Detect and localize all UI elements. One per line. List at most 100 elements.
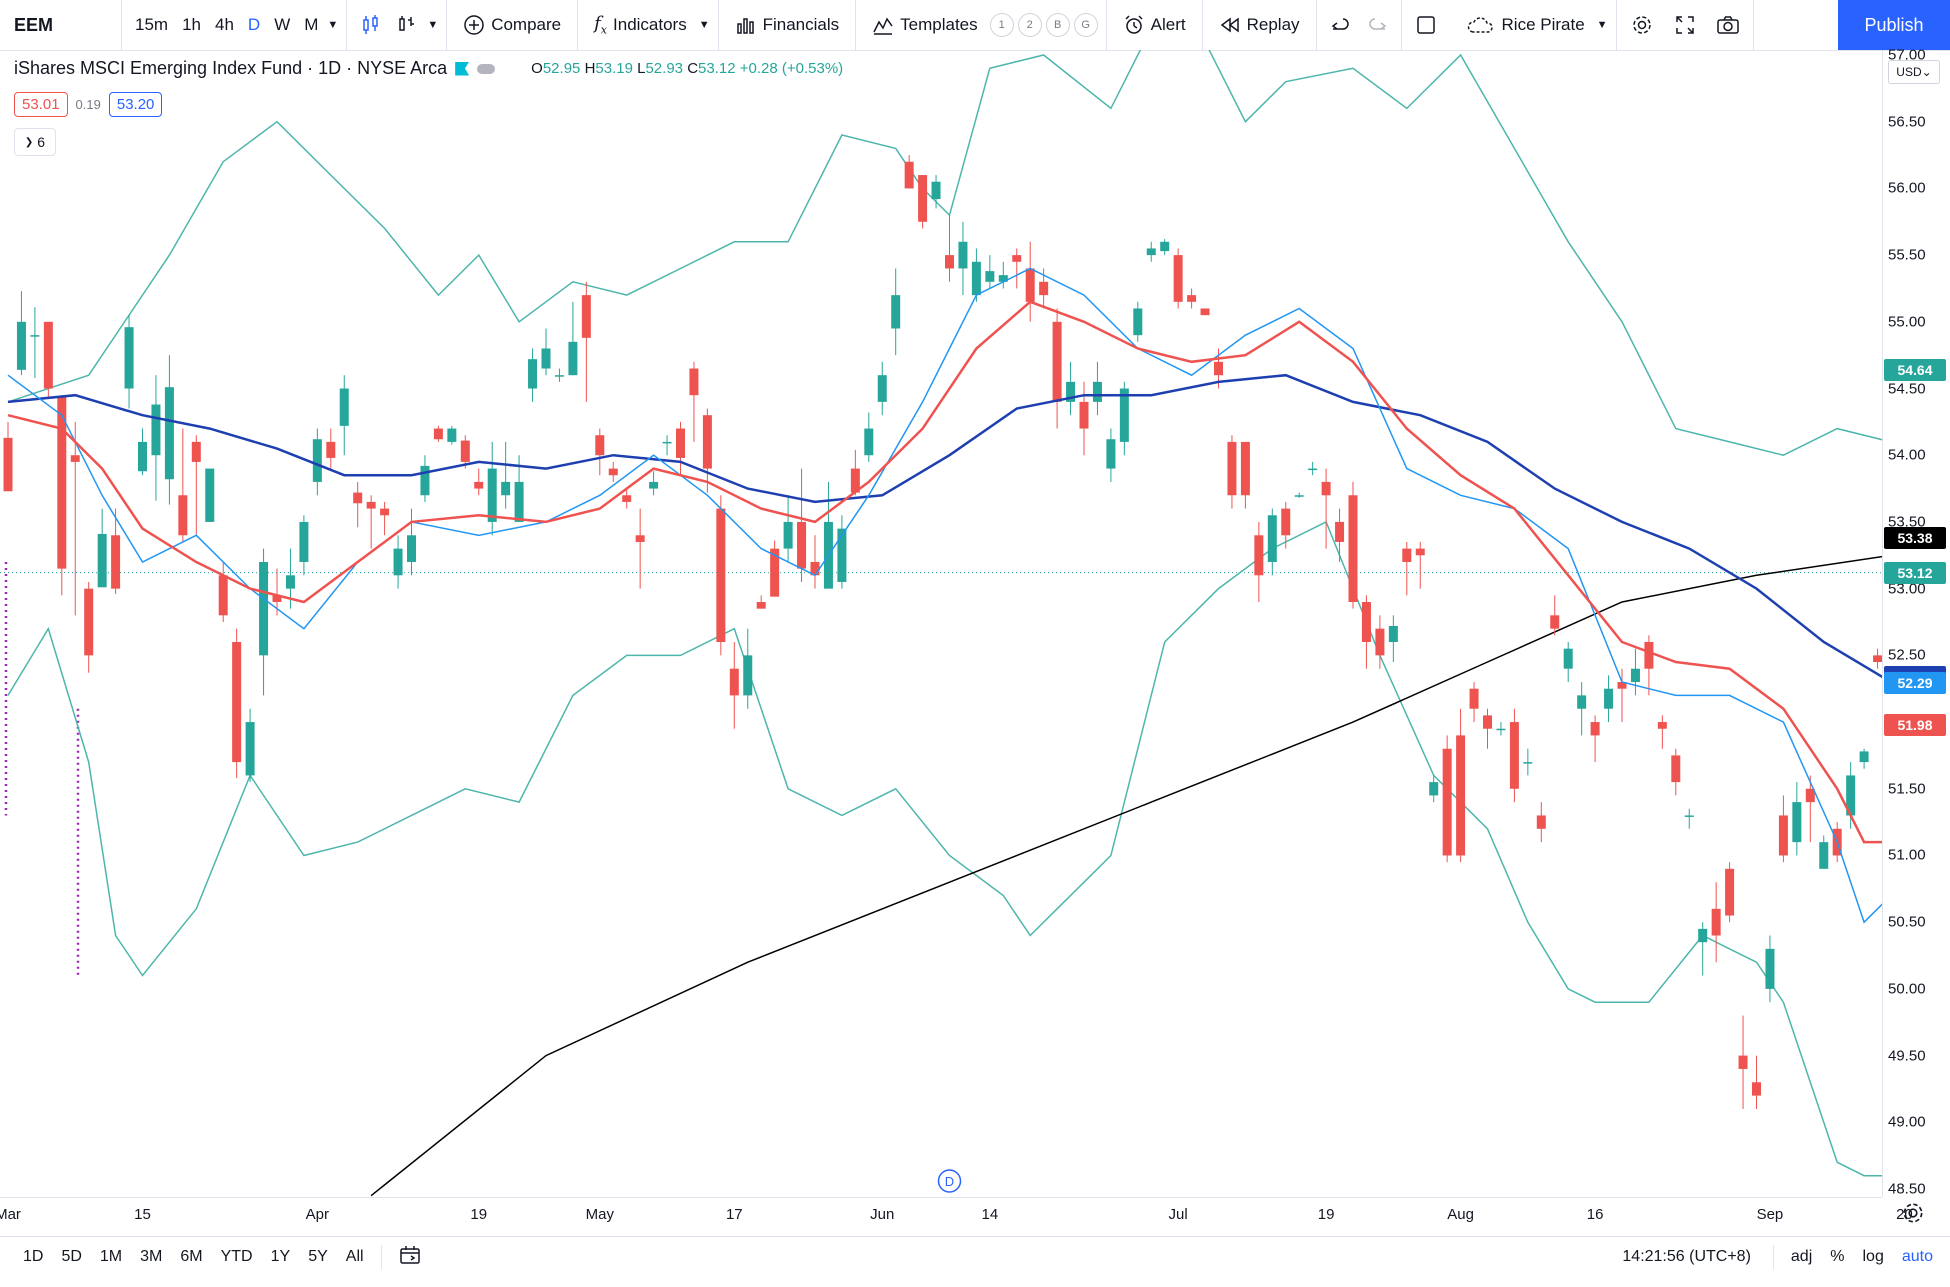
calendar-range-icon[interactable]: [390, 1245, 430, 1270]
indicators-chevron-down-icon[interactable]: ▼: [698, 19, 710, 31]
candle-body: [797, 521, 807, 569]
dividend-marker[interactable]: D: [937, 1169, 962, 1193]
candle-body: [1361, 601, 1371, 643]
interval-15m[interactable]: 15m: [135, 15, 169, 34]
account-chevron-down-icon[interactable]: ▼: [1596, 19, 1608, 31]
candle-body: [43, 321, 53, 389]
layout-slot-1[interactable]: 1: [989, 13, 1014, 37]
gear-icon[interactable]: [1625, 7, 1659, 43]
candle-body: [1294, 495, 1304, 497]
candle-body: [1604, 688, 1614, 709]
publish-button[interactable]: Publish: [1838, 0, 1950, 50]
interval-w[interactable]: W: [274, 15, 291, 34]
log-toggle[interactable]: log: [1862, 1248, 1884, 1265]
range-5d[interactable]: 5D: [61, 1248, 82, 1265]
range-all[interactable]: All: [345, 1248, 364, 1265]
candle-body: [1146, 248, 1156, 256]
bottom-right-controls: 14:21:56 (UTC+8) adj % log auto: [1608, 1237, 1950, 1277]
candle-body: [1375, 628, 1385, 656]
sma-fast-label: 52.29: [1884, 672, 1946, 695]
legend-title[interactable]: iShares MSCI Emerging Index Fund · 1D · …: [14, 58, 448, 78]
auto-toggle[interactable]: auto: [1901, 1248, 1933, 1265]
fullscreen-icon[interactable]: [1669, 7, 1701, 43]
flag-icon[interactable]: [455, 61, 470, 76]
candle-body: [1483, 715, 1492, 729]
account-button[interactable]: Rice Pirate: [1458, 7, 1593, 43]
bollinger-lower-line: [7, 520, 1882, 1177]
financials-button[interactable]: Financials: [727, 7, 848, 43]
symbol-search[interactable]: EEM: [0, 0, 122, 50]
range-6m[interactable]: 6M: [180, 1248, 203, 1265]
redo-icon[interactable]: [1361, 7, 1393, 43]
bar-type-icon[interactable]: [391, 7, 423, 43]
sma-fast-line: [7, 267, 1882, 924]
candles-icon[interactable]: [355, 7, 387, 43]
candle-body: [1442, 748, 1452, 856]
candle-body: [689, 368, 699, 396]
price-axis[interactable]: [1882, 50, 1950, 1197]
ask-button[interactable]: 53.20: [108, 92, 163, 117]
candle-body: [1630, 668, 1640, 683]
range-1d[interactable]: 1D: [23, 1248, 44, 1265]
candle-body: [770, 548, 780, 597]
candle-body: [514, 481, 524, 522]
timestamp[interactable]: 14:21:56 (UTC+8): [1622, 1248, 1751, 1265]
candle-body: [84, 588, 94, 656]
price-tick: 49.50: [1888, 1047, 1926, 1065]
candle-body: [918, 175, 928, 222]
time-axis[interactable]: [0, 1197, 1882, 1230]
interval-d[interactable]: D: [247, 15, 261, 34]
candle-body: [353, 492, 363, 504]
alert-button[interactable]: Alert: [1115, 7, 1194, 43]
currency-label: USD: [1896, 65, 1922, 79]
candle-body: [971, 261, 981, 296]
range-3m[interactable]: 3M: [140, 1248, 163, 1265]
bid-button[interactable]: 53.01: [14, 92, 68, 117]
price-tick: 54.00: [1888, 446, 1926, 464]
indicators-button[interactable]: fx Indicators: [586, 7, 695, 43]
axis-settings-gear-icon[interactable]: [1900, 1200, 1926, 1226]
interval-m[interactable]: M: [304, 15, 319, 34]
candle-body: [1200, 308, 1210, 316]
layout-slot-b[interactable]: B: [1045, 13, 1070, 37]
candle-body: [1092, 381, 1102, 402]
compare-button[interactable]: Compare: [455, 7, 569, 43]
candle-body: [57, 396, 67, 569]
templates-button[interactable]: Templates: [864, 7, 985, 43]
layout-slot-g[interactable]: G: [1073, 13, 1098, 37]
candle-body: [1025, 268, 1035, 302]
range-1y[interactable]: 1Y: [270, 1248, 291, 1265]
interval-4h[interactable]: 4h: [215, 15, 234, 34]
adj-toggle[interactable]: adj: [1790, 1248, 1813, 1265]
layout-group: [1402, 0, 1450, 50]
range-5y[interactable]: 5Y: [308, 1248, 328, 1265]
candle-body: [1039, 281, 1049, 296]
currency-selector[interactable]: USD ⌄: [1888, 60, 1940, 84]
interval-1h[interactable]: 1h: [182, 15, 201, 34]
candle-body: [850, 468, 860, 493]
candle-body: [1133, 308, 1143, 336]
undo-icon[interactable]: [1325, 7, 1357, 43]
candle-body: [1577, 695, 1587, 709]
layout-square-icon[interactable]: [1410, 7, 1442, 43]
dividend-label: D: [945, 1174, 954, 1189]
camera-icon[interactable]: [1711, 7, 1745, 43]
layout-slot-2[interactable]: 2: [1017, 13, 1042, 37]
time-tick: Apr: [305, 1206, 330, 1223]
chart-type-chevron-down-icon[interactable]: ▼: [427, 19, 439, 31]
candle-body: [1079, 401, 1089, 429]
account-group: Rice Pirate ▼: [1450, 0, 1617, 50]
candle-body: [1119, 388, 1129, 442]
indicators-collapse-button[interactable]: ❯ 6: [14, 128, 56, 156]
tools-group: [1617, 0, 1754, 50]
price-chart[interactable]: D: [0, 50, 1882, 1197]
close-value: 53.12: [698, 60, 736, 77]
range-1m[interactable]: 1M: [99, 1248, 123, 1265]
interval-chevron-down-icon[interactable]: ▼: [327, 19, 339, 31]
candle-body: [581, 295, 591, 338]
replay-button[interactable]: Replay: [1211, 7, 1308, 43]
time-tick: Jun: [870, 1206, 895, 1223]
percent-toggle[interactable]: %: [1830, 1248, 1845, 1265]
range-ytd[interactable]: YTD: [220, 1248, 253, 1265]
price-tick: 56.50: [1888, 113, 1926, 131]
